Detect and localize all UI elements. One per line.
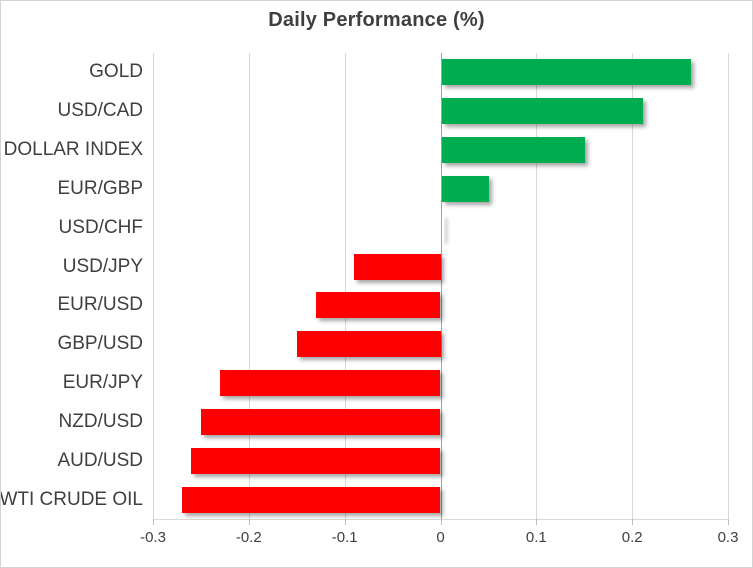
x-tick-label-0.2: 0.2 [621,529,643,546]
category-label-aud-usd: AUD/USD [57,449,143,471]
x-tick-label--0.1: -0.1 [331,529,358,546]
category-label-nzd-usd: NZD/USD [58,410,143,432]
category-label-eur-usd: EUR/USD [57,294,143,316]
bar-dollar-index [441,137,586,164]
chart-title: Daily Performance (%) [268,9,485,31]
bar-eur-usd [315,292,441,319]
tick-mark--0.1 [344,519,346,525]
gridline--0.1 [344,53,346,519]
tick-mark--0.3 [153,519,154,525]
x-tick-label--0.3: -0.3 [140,529,166,546]
plot-area [153,53,729,519]
tick-mark-0.2 [632,519,634,525]
category-label-eur-jpy: EUR/JPY [62,372,143,394]
gridline-0.2 [632,53,634,519]
category-label-eur-gbp: EUR/GBP [57,177,143,199]
bar-usd-chf [442,215,444,241]
bar-aud-usd [191,447,441,474]
category-label-gold: GOLD [89,61,143,83]
category-label-dollar-index: DOLLAR INDEX [3,139,143,161]
bar-usd-cad [441,98,643,125]
gridline--0.3 [153,53,154,519]
category-label-usd-jpy: USD/JPY [62,255,143,277]
bar-nzd-usd [200,408,441,435]
zero-axis-line [440,53,442,519]
bar-gbp-usd [296,331,441,358]
category-label-usd-cad: USD/CAD [57,100,143,122]
bar-eur-gbp [441,175,490,202]
gridline--0.2 [248,53,250,519]
x-tick-label-0.3: 0.3 [717,529,739,546]
gridline-0.1 [536,53,538,519]
bar-wti-crude-oil [181,486,441,513]
category-axis-labels: GOLD USD/CAD DOLLAR INDEX EUR/GBP USD/CHF USD… [1,53,143,519]
bar-gold [441,59,691,86]
x-tick-label-0.1: 0.1 [525,529,547,546]
tick-mark-0.1 [536,519,538,525]
gridline-0.3 [728,53,729,519]
category-label-wti-crude-oil: WTI CRUDE OIL [0,488,143,510]
bar-eur-jpy [220,370,441,397]
tick-mark--0.2 [248,519,250,525]
tick-mark-0.3 [728,519,729,525]
x-tick-label-0: 0 [436,529,445,546]
tick-mark-0 [440,519,442,525]
category-label-usd-chf: USD/CHF [58,216,143,238]
x-tick-label--0.2: -0.2 [235,529,262,546]
category-label-gbp-usd: GBP/USD [57,333,143,355]
bar-usd-jpy [354,253,441,280]
